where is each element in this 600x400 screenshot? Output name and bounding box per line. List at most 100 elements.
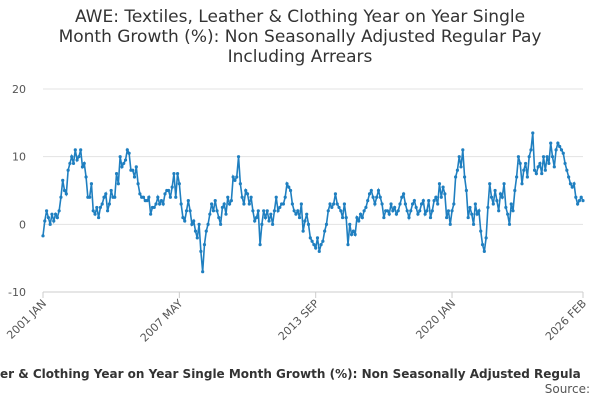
point [391,209,395,213]
point [88,195,92,199]
point [254,215,259,220]
point [549,141,553,145]
point [299,202,303,206]
point [332,202,336,206]
point [375,195,379,199]
point [233,178,237,182]
point [215,209,219,213]
point [100,202,104,206]
point [382,215,386,220]
x-tick-label: 2001 JAN [4,297,49,342]
point [213,199,217,203]
point [443,192,447,196]
point [547,161,551,166]
point [251,209,255,213]
point [95,205,99,210]
point [364,205,368,210]
point [281,202,285,206]
point [448,222,452,226]
point [204,229,208,233]
point [75,158,79,162]
point [522,168,526,172]
point [577,199,582,203]
point [400,195,404,199]
point [290,202,294,206]
point [341,215,345,220]
point [324,222,329,226]
point [333,192,338,196]
point [201,270,205,274]
point [565,168,569,172]
point [389,202,393,206]
point [53,212,58,216]
point [405,209,409,213]
point [80,165,85,169]
point [152,205,156,210]
point [335,202,339,206]
point [486,205,490,210]
point [455,168,460,172]
caption: er & Clothing Year on Year Single Month … [0,367,581,381]
point [367,192,372,196]
point [208,212,212,216]
point [149,212,153,216]
point [337,205,341,210]
point [158,202,162,206]
point [432,199,436,203]
point [515,175,519,179]
point [305,212,309,216]
point [260,222,264,226]
point [186,199,190,203]
point [570,185,574,189]
point [271,222,275,226]
point [470,212,474,216]
point [348,222,352,226]
point [504,205,508,210]
point [97,215,101,220]
point [120,165,124,169]
point [236,155,241,159]
point [428,215,433,220]
point [421,199,425,203]
point [574,195,578,199]
point [175,171,180,176]
point [43,219,47,223]
point [183,219,187,223]
point [342,202,346,206]
point [224,212,228,216]
point [238,182,242,186]
point [50,212,54,216]
point [156,195,160,199]
point [66,168,70,172]
point [202,243,207,247]
point [396,209,400,213]
point [568,182,573,186]
y-tick-label: 20 [12,83,26,96]
point [217,215,221,220]
point [550,155,555,159]
chart-title: Month Growth (%): Non Seasonally Adjuste… [59,27,542,47]
point [102,195,106,199]
point [506,212,510,216]
source: Source: [545,382,590,396]
point [199,249,203,253]
point [242,202,246,206]
point [552,165,556,169]
point [132,175,137,179]
x-tick-label: 2026 FEB [543,297,589,343]
point [288,188,293,193]
point [358,212,363,216]
y-tick-label: 0 [19,218,26,231]
point [518,161,522,166]
point [161,202,165,206]
point [398,202,402,206]
point [403,202,407,206]
point [269,212,273,216]
point [240,195,244,199]
point [567,175,571,179]
point [323,229,327,233]
point [330,205,334,210]
point [480,243,485,247]
point [116,182,120,186]
point [488,182,492,186]
